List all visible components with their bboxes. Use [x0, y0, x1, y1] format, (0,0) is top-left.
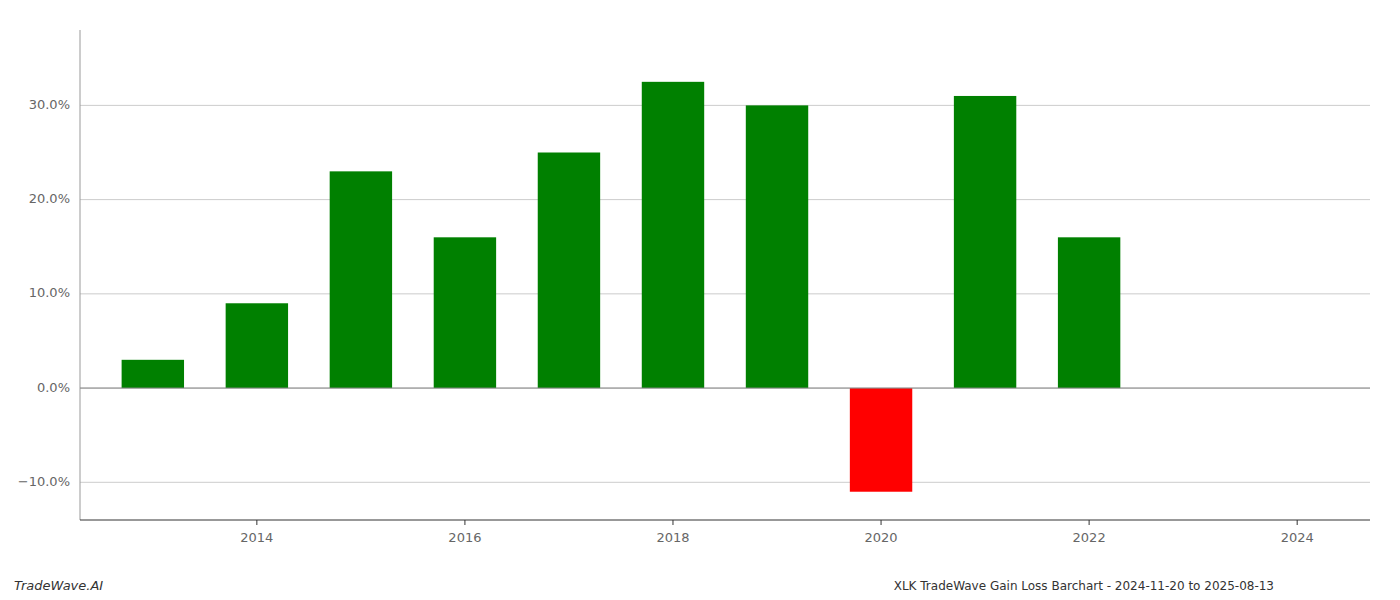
bar: [122, 360, 184, 388]
bar: [850, 388, 912, 492]
bar: [642, 82, 704, 388]
x-tick: [1089, 520, 1090, 525]
x-axis-line: [80, 520, 1370, 521]
y-tick-label: 20.0%: [29, 191, 70, 206]
x-tick: [881, 520, 882, 525]
x-tick-label: 2016: [448, 530, 481, 545]
grid-line: [80, 388, 1370, 389]
bar: [954, 96, 1016, 388]
x-tick-label: 2020: [865, 530, 898, 545]
watermark: TradeWave.AI: [14, 578, 103, 593]
y-tick-label: 30.0%: [29, 97, 70, 112]
y-grid: [80, 105, 1370, 482]
x-tick-label: 2024: [1281, 530, 1314, 545]
bar: [746, 105, 808, 388]
y-tick-label: −10.0%: [18, 474, 70, 489]
bar: [538, 153, 600, 389]
grid-line: [80, 482, 1370, 483]
y-axis-line: [80, 30, 81, 520]
bar: [226, 303, 288, 388]
x-tick: [1297, 520, 1298, 525]
zero-line: [80, 388, 1370, 389]
x-tick: [672, 520, 673, 525]
x-tick-label: 2014: [240, 530, 273, 545]
y-tick-label: 10.0%: [29, 285, 70, 300]
x-tick-label: 2022: [1073, 530, 1106, 545]
grid-line: [80, 199, 1370, 200]
grid-line: [80, 293, 1370, 294]
chart-container: −10.0% 0.0% 10.0% 20.0% 30.0% 2014 2016 2018 202…: [0, 0, 1400, 600]
bar: [434, 237, 496, 388]
chart-svg: −10.0% 0.0% 10.0% 20.0% 30.0% 2014 2016 2018 202…: [0, 0, 1400, 600]
y-tick-label: 0.0%: [37, 380, 70, 395]
chart-title: XLK TradeWave Gain Loss Barchart - 2024-…: [894, 579, 1274, 593]
x-tick: [256, 520, 257, 525]
bar: [330, 171, 392, 388]
x-tick-label: 2018: [656, 530, 689, 545]
x-tick: [464, 520, 465, 525]
bars: [122, 82, 1121, 492]
bar: [1058, 237, 1120, 388]
grid-line: [80, 105, 1370, 106]
